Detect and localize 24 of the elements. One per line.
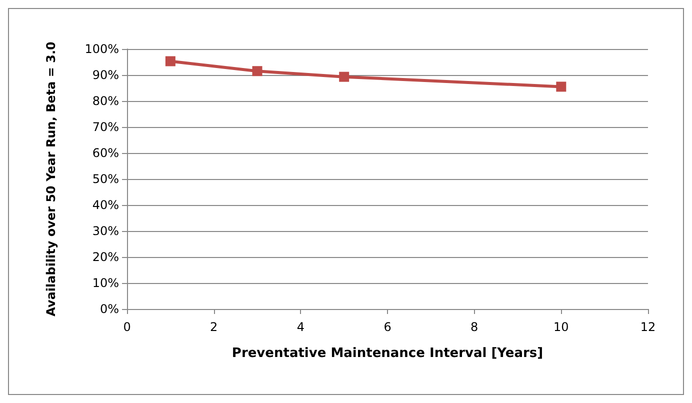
y-tick-label: 20% — [92, 250, 119, 264]
x-tick-label: 12 — [640, 320, 656, 334]
point — [165, 56, 176, 66]
y-tick-label: 0% — [100, 302, 119, 316]
y-tick-label: 80% — [92, 94, 119, 108]
x-tick-label: 8 — [470, 320, 478, 334]
y-tick-label: 30% — [92, 224, 119, 238]
y-tick-label: 60% — [92, 146, 119, 160]
x-tick-label: 2 — [210, 320, 218, 334]
y-tick-label: 100% — [84, 42, 119, 56]
y-tick-label: 70% — [92, 120, 119, 134]
y-tick-label: 40% — [92, 198, 119, 212]
x-axis-title: Preventative Maintenance Interval [Years] — [232, 346, 544, 361]
point — [252, 66, 262, 76]
point — [339, 72, 350, 82]
y-tick-label: 50% — [92, 172, 119, 186]
x-tick-label: 0 — [123, 320, 131, 334]
point — [556, 82, 566, 92]
y-axis-title: Availability over 50 Year Run, Beta = 3.0 — [44, 42, 58, 316]
y-tick-label: 10% — [92, 276, 119, 290]
y-tick-label: 90% — [92, 68, 119, 82]
x-tick-label: 10 — [554, 320, 569, 334]
x-tick-label: 6 — [384, 320, 392, 334]
x-tick-label: 4 — [296, 320, 304, 334]
